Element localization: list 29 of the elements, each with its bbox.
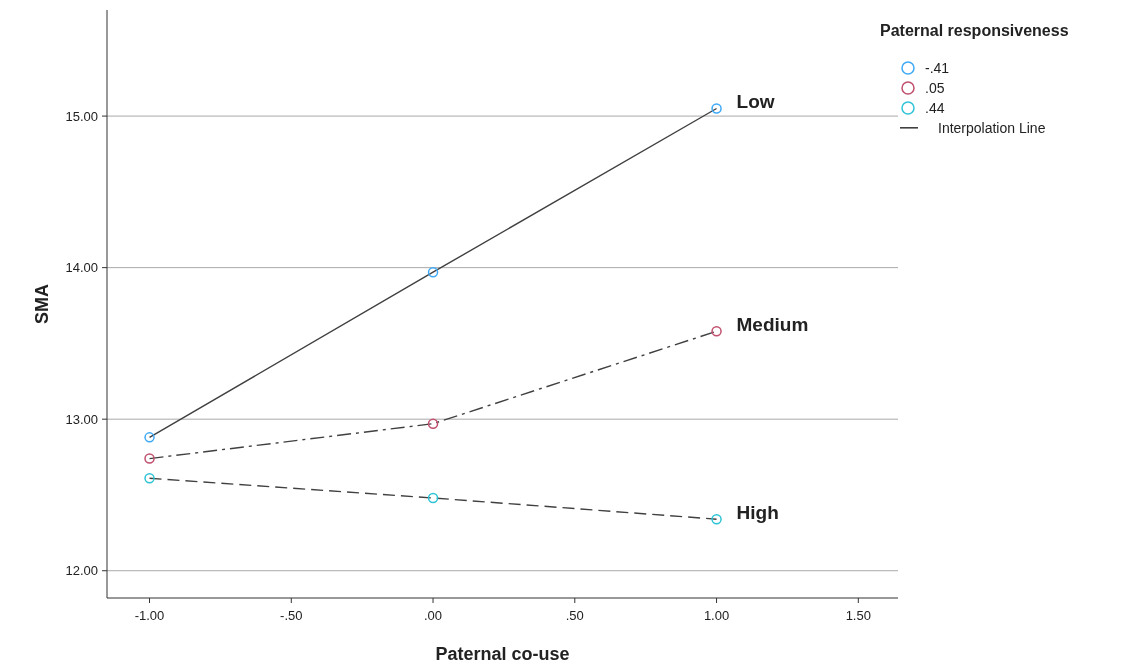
annotation: High xyxy=(736,502,779,524)
point xyxy=(711,513,722,525)
annotation: Low xyxy=(736,91,775,113)
point xyxy=(427,266,439,278)
x-tick-label: -1.00 xyxy=(134,608,165,623)
y-axis-title: SMA xyxy=(32,284,52,324)
x-tick-label: 1.00 xyxy=(703,608,730,623)
x-tick-label: -.50 xyxy=(280,608,303,623)
point xyxy=(427,418,439,429)
point xyxy=(427,492,439,504)
legend-label: .44 xyxy=(925,99,945,116)
x-tick-label: .00 xyxy=(424,608,443,623)
y-tick-label: 14.00 xyxy=(65,260,98,276)
legend-title: Paternal responsiveness xyxy=(880,22,1069,39)
annotation: Medium xyxy=(736,314,809,336)
point xyxy=(144,432,155,443)
legend-label: .05 xyxy=(925,79,945,96)
point xyxy=(144,453,155,464)
point xyxy=(711,103,722,114)
y-tick-label: 15.00 xyxy=(65,108,98,124)
y-tick-label: 12.00 xyxy=(65,563,98,579)
point xyxy=(711,326,722,337)
x-tick-label: 1.50 xyxy=(845,608,871,623)
point xyxy=(144,473,155,484)
text: Interpolation Line xyxy=(938,119,1046,136)
x-tick-label: .50 xyxy=(565,608,584,623)
y-tick-label: 13.00 xyxy=(65,411,98,427)
legend-label: -.41 xyxy=(925,59,950,76)
x-axis-title: Paternal co-use xyxy=(435,644,570,664)
